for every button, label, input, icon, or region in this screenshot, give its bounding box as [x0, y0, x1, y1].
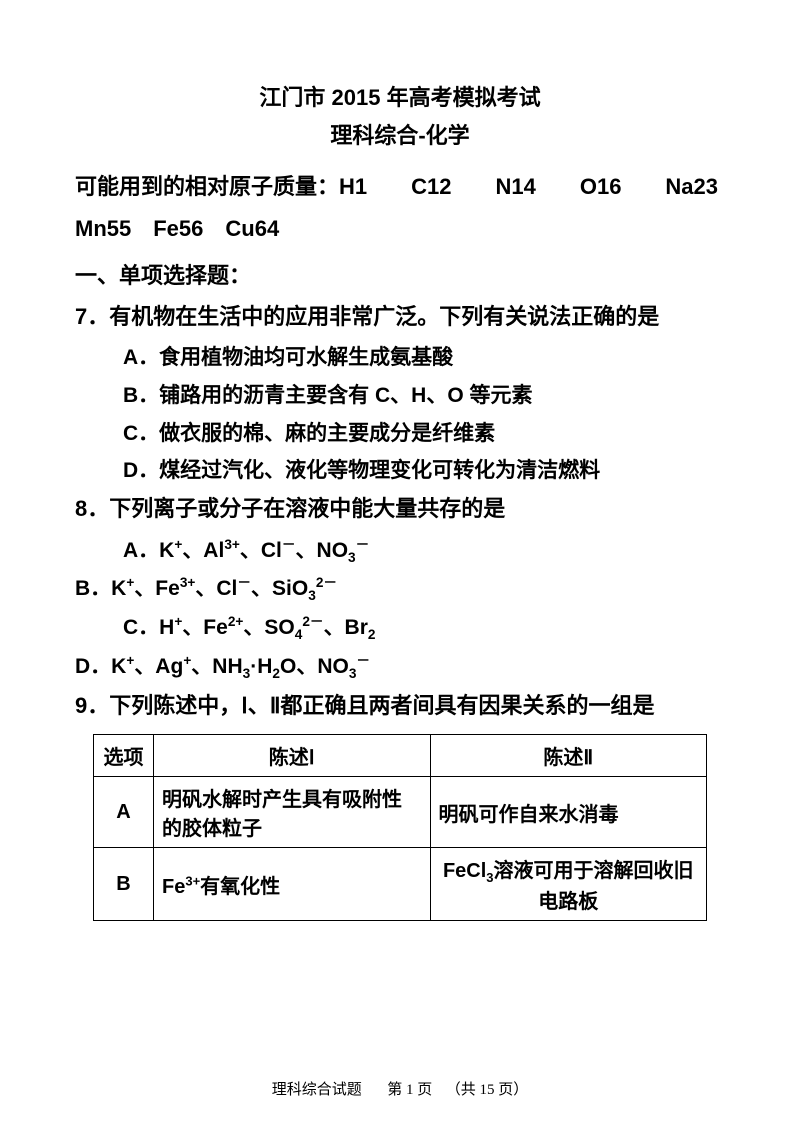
exam-title: 江门市 2015 年高考模拟考试	[75, 80, 725, 112]
table-row: A 明矾水解时产生具有吸附性的胶体粒子 明矾可作自来水消毒	[94, 777, 707, 848]
atomic-masses: 可能用到的相对原子质量：H1 C12 N14 O16 Na23 Mn55 Fe5…	[75, 166, 725, 250]
q7-option-c: C．做衣服的棉、麻的主要成分是纤维素	[75, 415, 725, 453]
q8-stem: 8．下列离子或分子在溶液中能大量共存的是	[75, 490, 725, 527]
row-a-s2: 明矾可作自来水消毒	[430, 777, 707, 848]
q9-stem: 9．下列陈述中，Ⅰ、Ⅱ都正确且两者间具有因果关系的一组是	[75, 687, 725, 724]
page-footer: 理科综合试题 第 1 页 （共 15 页）	[0, 1078, 800, 1099]
header-statement-2: 陈述Ⅱ	[430, 735, 707, 777]
q8-option-b: B．K+、Fe3+、Cl－、SiO32－	[75, 570, 725, 609]
q7-option-a: A．食用植物油均可水解生成氨基酸	[75, 339, 725, 377]
header-option: 选项	[94, 735, 154, 777]
section-header: 一、单项选择题：	[75, 258, 725, 290]
q8-option-c: C．H+、Fe2+、SO42－、Br2	[75, 609, 725, 648]
exam-subtitle: 理科综合-化学	[75, 118, 725, 150]
row-b-s2: FeCl3溶液可用于溶解回收旧电路板	[430, 848, 707, 921]
table-header-row: 选项 陈述Ⅰ 陈述Ⅱ	[94, 735, 707, 777]
row-b-opt: B	[94, 848, 154, 921]
row-a-opt: A	[94, 777, 154, 848]
footer-page-prefix: 第	[387, 1082, 402, 1098]
q8-option-d: D．K+、Ag+、NH3·H2O、NO3－	[75, 648, 725, 687]
row-b-s1: Fe3+有氧化性	[154, 848, 431, 921]
row-a-s1: 明矾水解时产生具有吸附性的胶体粒子	[154, 777, 431, 848]
q7-option-d: D．煤经过汽化、液化等物理变化可转化为清洁燃料	[75, 452, 725, 490]
q7-stem: 7．有机物在生活中的应用非常广泛。下列有关说法正确的是	[75, 298, 725, 335]
footer-page-num: 1	[406, 1082, 414, 1098]
header-statement-1: 陈述Ⅰ	[154, 735, 431, 777]
q7-option-b: B．铺路用的沥青主要含有 C、H、O 等元素	[75, 377, 725, 415]
footer-total: （共 15 页）	[446, 1082, 529, 1098]
footer-label: 理科综合试题	[272, 1082, 362, 1098]
footer-page-suffix: 页	[417, 1082, 432, 1098]
q8-option-a: A．K+、Al3+、Cl－、NO3－	[75, 532, 725, 571]
q9-table: 选项 陈述Ⅰ 陈述Ⅱ A 明矾水解时产生具有吸附性的胶体粒子 明矾可作自来水消毒…	[93, 734, 707, 921]
table-row: B Fe3+有氧化性 FeCl3溶液可用于溶解回收旧电路板	[94, 848, 707, 921]
